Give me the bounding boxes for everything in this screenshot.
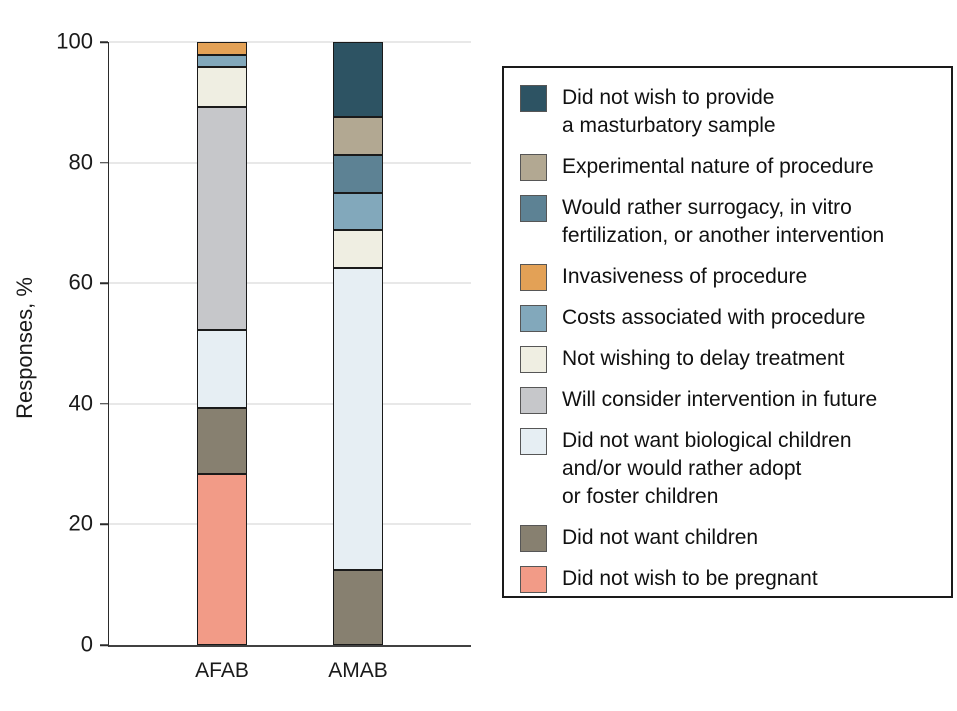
legend-swatch-costs-associated-with-procedure — [520, 305, 547, 332]
legend-swatch-experimental-nature-of-procedure — [520, 154, 547, 181]
legend-swatch-invasiveness-of-procedure — [520, 264, 547, 291]
legend-swatch-did-not-want-biological — [520, 428, 547, 455]
y-tick-mark-80 — [100, 161, 108, 164]
legend-label: Will consider intervention in future — [562, 388, 878, 411]
bar-segment-did-not-want-children — [333, 569, 383, 645]
legend-label: Experimental nature of procedure — [562, 155, 874, 178]
legend-item-experimental-nature-of-procedure: Experimental nature of procedure — [520, 153, 935, 181]
gridline-100 — [109, 41, 471, 43]
bar-segment-did-not-want-children — [197, 408, 247, 475]
legend-label: Did not want biological children and/or … — [562, 429, 852, 508]
gridline-20 — [109, 523, 471, 526]
legend-label: Did not wish to be pregnant — [562, 567, 818, 590]
y-tick-mark-0 — [100, 644, 108, 646]
bar-afab — [197, 42, 247, 645]
bar-segment-not-wishing-to-delay — [197, 67, 247, 107]
bar-segment-would-rather-surrogacy-in — [333, 155, 383, 193]
legend-swatch-not-wishing-to-delay — [520, 346, 547, 373]
bar-segment-not-wishing-to-delay — [333, 230, 383, 269]
bar-segment-invasiveness-of-procedure — [197, 42, 247, 55]
x-axis-label-afab: AFAB — [195, 659, 249, 682]
y-tick-mark-20 — [100, 523, 108, 526]
legend-item-not-wishing-to-delay: Not wishing to delay treatment — [520, 345, 935, 373]
x-axis-label-amab: AMAB — [328, 659, 388, 682]
y-tick-mark-40 — [100, 403, 108, 405]
y-tick-label-80: 80 — [68, 149, 93, 175]
legend-swatch-will-consider-intervention-in — [520, 387, 547, 414]
legend-label: Would rather surrogacy, in vitro fertili… — [562, 196, 885, 247]
legend-label: Did not want children — [562, 526, 759, 549]
legend-item-did-not-wish-to: Did not wish to be pregnant — [520, 565, 935, 593]
legend: Did not wish to provide a masturbatory s… — [502, 66, 953, 598]
gridline-80 — [109, 161, 471, 164]
legend-label: Did not wish to provide a masturbatory s… — [562, 86, 776, 137]
bar-segment-did-not-wish-to — [197, 474, 247, 645]
legend-swatch-would-rather-surrogacy-in — [520, 195, 547, 222]
y-tick-label-40: 40 — [68, 390, 93, 416]
y-tick-label-0: 0 — [80, 631, 93, 657]
y-tick-label-60: 60 — [68, 269, 93, 295]
legend-item-invasiveness-of-procedure: Invasiveness of procedure — [520, 263, 935, 291]
y-tick-mark-60 — [100, 282, 108, 284]
legend-swatch-did-not-wish-to — [520, 85, 547, 112]
bar-segment-costs-associated-with-procedure — [333, 192, 383, 231]
legend-item-will-consider-intervention-in: Will consider intervention in future — [520, 386, 935, 414]
legend-item-costs-associated-with-procedure: Costs associated with procedure — [520, 304, 935, 332]
gridline-60 — [109, 282, 471, 285]
y-tick-mark-100 — [100, 41, 108, 43]
bar-segment-costs-associated-with-procedure — [197, 54, 247, 68]
legend-swatch-did-not-want-children — [520, 525, 547, 552]
legend-label: Not wishing to delay treatment — [562, 347, 845, 370]
legend-item-did-not-wish-to: Did not wish to provide a masturbatory s… — [520, 84, 935, 140]
plot-area: 0 20 40 60 80 100 AFAB AMAB — [56, 30, 471, 682]
y-tick-label-20: 20 — [68, 510, 93, 536]
gridline-40 — [109, 402, 471, 405]
legend-item-did-not-want-children: Did not want children — [520, 524, 935, 552]
legend-item-did-not-want-biological: Did not want biological children and/or … — [520, 427, 935, 511]
legend-swatch-did-not-wish-to — [520, 566, 547, 593]
bar-segment-did-not-want-biological — [197, 329, 247, 409]
y-axis-title: Responses, % — [12, 277, 37, 419]
bar-amab — [333, 42, 383, 645]
y-tick-label-100: 100 — [56, 28, 93, 54]
legend-item-would-rather-surrogacy-in: Would rather surrogacy, in vitro fertili… — [520, 194, 935, 250]
bar-segment-did-not-wish-to — [333, 42, 383, 118]
legend-label: Costs associated with procedure — [562, 306, 866, 329]
bar-segment-will-consider-intervention-in — [197, 106, 247, 330]
bar-segment-did-not-want-biological — [333, 268, 383, 570]
bar-segment-experimental-nature-of-procedure — [333, 117, 383, 156]
legend-label: Invasiveness of procedure — [562, 265, 808, 288]
